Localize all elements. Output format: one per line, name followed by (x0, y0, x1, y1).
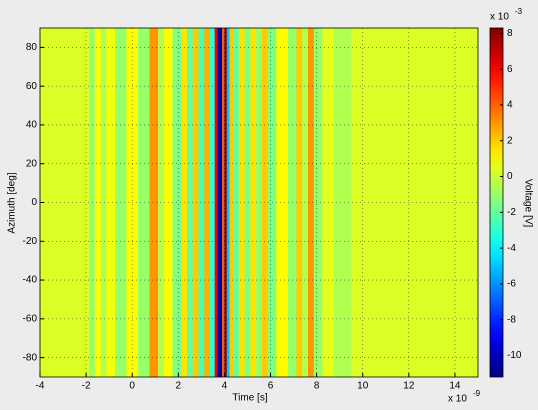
x-tick-label: 6 (268, 381, 274, 392)
colorbar-tick-label: -6 (507, 279, 516, 290)
colorbar-tick-label: 0 (507, 171, 513, 182)
heat-stripe (149, 28, 159, 377)
x-tick-label: 8 (314, 381, 320, 392)
plot-frame (39, 27, 479, 378)
colorbar (489, 27, 504, 378)
x-tick-label: 4 (222, 381, 228, 392)
x-tick-label: 14 (449, 381, 461, 392)
heat-stripe (204, 28, 211, 377)
heat-stripe (198, 28, 205, 377)
heat-stripe (94, 28, 101, 377)
heat-stripe (192, 28, 199, 377)
y-axis-label: Azimuth [deg] (7, 172, 18, 233)
y-tick-label: 20 (26, 158, 38, 169)
y-tick-label: -20 (23, 236, 38, 247)
x-tick-label: 0 (129, 381, 135, 392)
heat-stripe (217, 28, 221, 377)
colorbar-tick-label: 8 (507, 28, 513, 39)
colorbar-tick-label: -4 (507, 243, 516, 254)
x-tick-label: 12 (403, 381, 415, 392)
x-tick-label: 2 (176, 381, 182, 392)
x-exponent-base: x 10 (448, 394, 467, 405)
heat-stripe (137, 28, 150, 377)
heat-stripe (276, 28, 289, 377)
heat-stripe (224, 28, 228, 377)
colorbar-exponent-base: x 10 (490, 12, 509, 23)
heat-stripe (158, 28, 165, 377)
heat-stripe (333, 28, 352, 377)
colorbar-tick-label: 4 (507, 100, 513, 111)
heat-stripe (172, 28, 182, 377)
heat-stripe (250, 28, 257, 377)
x-axis-label: Time [s] (232, 393, 267, 404)
heat-stripe (238, 28, 245, 377)
heat-stripe (296, 28, 303, 377)
colorbar-tick-label: -2 (507, 207, 516, 218)
heat-stripe (222, 28, 225, 377)
x-exponent-power: -9 (473, 389, 481, 398)
y-tick-label: -40 (23, 275, 38, 286)
heat-stripe (219, 28, 223, 377)
colorbar-tick-label: 2 (507, 135, 513, 146)
colorbar-tick-label: 6 (507, 64, 513, 75)
y-tick-label: 80 (26, 42, 38, 53)
heat-stripe (229, 28, 234, 377)
heat-stripe (186, 28, 194, 377)
colorbar-tick-label: -8 (507, 314, 516, 325)
colorbar-tick-label: -10 (507, 350, 522, 361)
heat-stripe (302, 28, 309, 377)
y-tick-label: 0 (31, 197, 37, 208)
heat-stripe (307, 28, 315, 377)
x-tick-label: -4 (36, 381, 45, 392)
heat-stripe (256, 28, 263, 377)
colorbar-label: Voltage [V] (522, 179, 533, 228)
heat-stripe (313, 28, 323, 377)
heat-stripe (351, 28, 421, 377)
y-tick-label: 40 (26, 120, 38, 131)
heat-stripe (244, 28, 251, 377)
colorbar-exponent-power: -3 (515, 7, 523, 16)
heat-stripe (106, 28, 116, 377)
x-tick-label: 10 (357, 381, 369, 392)
heat-stripe (40, 28, 64, 377)
x-tick-label: -2 (82, 381, 91, 392)
y-tick-label: -60 (23, 313, 38, 324)
heat-stripe (100, 28, 107, 377)
y-tick-label: 60 (26, 81, 38, 92)
y-tick-label: -80 (23, 352, 38, 363)
heat-stripe (420, 28, 479, 377)
